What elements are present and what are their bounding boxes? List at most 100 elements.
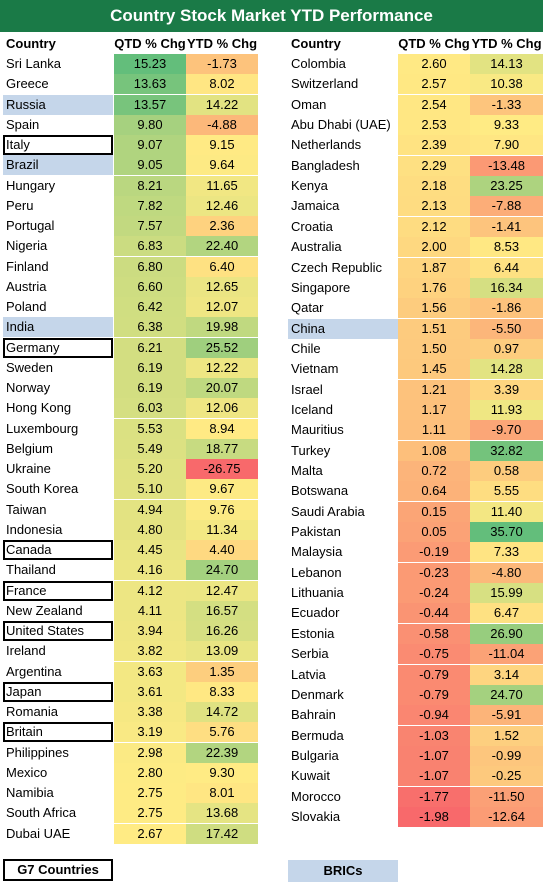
qtd-cell: -0.94	[398, 705, 470, 726]
ytd-cell: 9.15	[186, 135, 258, 155]
qtd-cell: 3.94	[114, 621, 186, 641]
qtd-cell: 5.10	[114, 479, 186, 500]
ytd-cell: 22.40	[186, 236, 258, 257]
country-name: Qatar	[291, 300, 324, 316]
country-name: South Korea	[6, 481, 79, 497]
ytd-cell: 11.40	[470, 501, 543, 522]
ytd-cell: 24.70	[470, 684, 543, 705]
qtd-cell: -1.98	[398, 806, 470, 827]
qtd-cell: 1.76	[398, 277, 470, 298]
table-row: Jamaica 2.13 -7.88	[0, 196, 543, 217]
table-row: Sri Lanka 15.23 -1.73	[0, 54, 543, 74]
qtd-cell: 1.50	[398, 338, 470, 359]
qtd-cell: 4.45	[114, 540, 186, 560]
qtd-cell: 6.60	[114, 276, 186, 297]
table-row: Peru 7.82 12.46	[0, 195, 543, 216]
country-name: Serbia	[291, 646, 329, 662]
qtd-cell: 0.05	[398, 522, 470, 543]
country-name: Bermuda	[291, 727, 344, 743]
qtd-cell: 1.17	[398, 399, 470, 420]
ytd-cell: -1.73	[186, 54, 258, 74]
country-name: Finland	[6, 258, 49, 274]
qtd-cell: 6.19	[114, 357, 186, 378]
qtd-cell: 4.12	[114, 580, 186, 601]
ytd-cell: -12.64	[470, 806, 543, 827]
right-header-country: Country	[291, 36, 341, 51]
ytd-cell: 14.72	[186, 702, 258, 722]
ytd-cell: 17.42	[186, 823, 258, 844]
country-name: Dubai UAE	[6, 825, 71, 841]
qtd-cell: 7.82	[114, 195, 186, 216]
qtd-cell: 7.57	[114, 216, 186, 236]
qtd-cell: -0.23	[398, 562, 470, 583]
ytd-cell: 35.70	[470, 522, 543, 543]
country-name: Belgium	[6, 440, 53, 456]
table-row: Hong Kong 6.03 12.06	[0, 398, 543, 419]
table-row: Argentina 3.63 1.35	[0, 661, 543, 682]
table-row: Bermuda -1.03 1.52	[0, 725, 543, 746]
table-row: Turkey 1.08 32.82	[0, 440, 543, 461]
left-header-qtd: QTD % Chg	[114, 36, 186, 51]
country-name: Estonia	[291, 625, 335, 641]
table-row: New Zealand 4.11 16.57	[0, 600, 543, 621]
qtd-cell: 3.38	[114, 702, 186, 722]
country-name: Australia	[291, 239, 342, 255]
country-name: Romania	[6, 704, 59, 719]
ytd-cell: 14.13	[470, 54, 543, 74]
ytd-cell: 5.76	[186, 722, 258, 743]
ytd-cell: 11.93	[470, 399, 543, 420]
ytd-cell: -0.25	[470, 766, 543, 787]
table-row: Malta 0.72 0.58	[0, 461, 543, 481]
table-row: South Africa 2.75 13.68	[0, 803, 543, 824]
table-row: Thailand 4.16 24.70	[0, 560, 543, 581]
table-row: Botswana 0.64 5.55	[0, 481, 543, 502]
ytd-cell: -13.48	[470, 155, 543, 176]
qtd-cell: 5.20	[114, 459, 186, 479]
country-name: Sweden	[6, 359, 53, 375]
ytd-cell: 13.68	[186, 803, 258, 824]
qtd-cell: 6.19	[114, 378, 186, 398]
country-name: Bangladesh	[291, 157, 360, 173]
ytd-cell: 9.76	[186, 499, 258, 520]
country-name: Oman	[291, 96, 327, 112]
ytd-cell: -5.50	[470, 318, 543, 339]
country-name: Ukraine	[6, 461, 51, 476]
ytd-cell: 8.53	[470, 237, 543, 258]
ytd-cell: 7.33	[470, 542, 543, 563]
ytd-cell: 12.47	[186, 580, 258, 601]
qtd-cell: 2.29	[398, 155, 470, 176]
country-name: Canada	[3, 540, 113, 560]
country-name: Hungary	[6, 177, 56, 193]
qtd-cell: 1.08	[398, 440, 470, 461]
ytd-cell: -11.04	[470, 644, 543, 665]
ytd-cell: 10.38	[470, 74, 543, 95]
table-row: Australia 2.00 8.53	[0, 237, 543, 258]
country-name: Netherlands	[291, 137, 362, 153]
table-row: Latvia -0.79 3.14	[0, 664, 543, 685]
ytd-cell: -0.99	[470, 745, 543, 766]
table-row: Kuwait -1.07 -0.25	[0, 766, 543, 787]
qtd-cell: 2.12	[398, 216, 470, 237]
country-name: Poland	[6, 299, 47, 314]
qtd-cell: -1.07	[398, 766, 470, 787]
table-row: Bulgaria -1.07 -0.99	[0, 745, 543, 766]
country-name: Switzerland	[291, 76, 359, 92]
country-name: Singapore	[291, 279, 351, 295]
table-row: Serbia -0.75 -11.04	[0, 644, 543, 665]
country-name: Abu Dhabi (UAE)	[291, 117, 391, 133]
country-name: Philippines	[6, 744, 69, 760]
left-header-country: Country	[6, 36, 56, 51]
country-name: Colombia	[291, 56, 346, 71]
country-name: Russia	[3, 94, 113, 115]
qtd-cell: 8.21	[114, 175, 186, 196]
ytd-cell: 22.39	[186, 742, 258, 763]
qtd-cell: 2.75	[114, 783, 186, 803]
country-name: France	[3, 580, 113, 601]
ytd-cell: 6.47	[470, 603, 543, 624]
qtd-cell: 2.00	[398, 237, 470, 258]
table-row: Greece 13.63 8.02	[0, 74, 543, 95]
ytd-cell: 9.64	[186, 155, 258, 176]
country-name: Thailand	[6, 562, 56, 578]
qtd-cell: -0.19	[398, 542, 470, 563]
country-name: Portugal	[6, 218, 55, 233]
